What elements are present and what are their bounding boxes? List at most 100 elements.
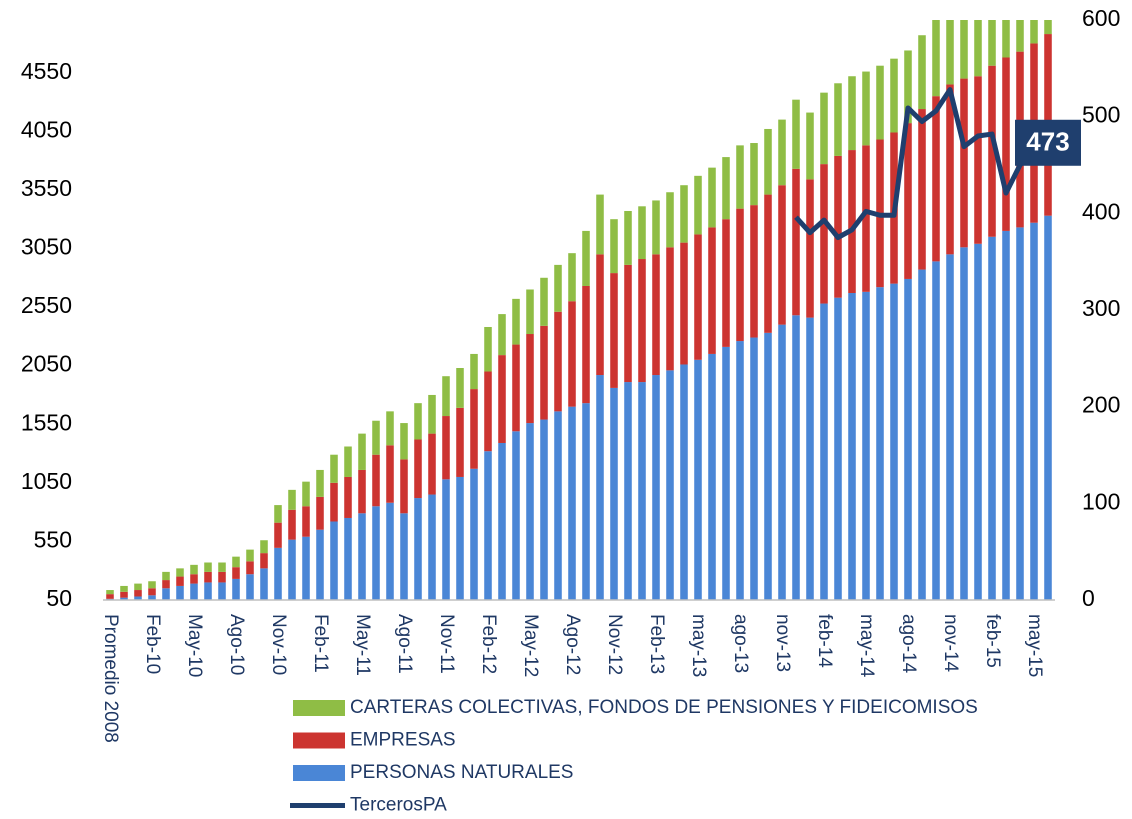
- bar-segment: [582, 403, 590, 600]
- bar-segment: [512, 431, 520, 600]
- bar-segment: [120, 597, 128, 600]
- bar-segment: [582, 230, 590, 286]
- bar-segment: [288, 509, 296, 540]
- y-tick-label: 3550: [21, 175, 72, 201]
- x-tick-label: Feb-11: [310, 614, 331, 673]
- bar-segment: [848, 293, 856, 600]
- bar-segment: [694, 175, 702, 235]
- bar-segment: [708, 353, 716, 600]
- bar-segment: [260, 540, 268, 554]
- bar-segment: [862, 145, 870, 292]
- bar-segment: [1030, 20, 1038, 44]
- bar-segment: [722, 219, 730, 347]
- bar-segment: [316, 469, 324, 497]
- bar-segment: [540, 277, 548, 326]
- bar-segment: [988, 65, 996, 237]
- bar-segment: [274, 505, 282, 523]
- x-tick-label: May-12: [520, 614, 541, 677]
- bar-segment: [834, 297, 842, 600]
- bar-segment: [246, 574, 254, 600]
- bar-segment: [708, 167, 716, 228]
- legend-label: EMPRESAS: [350, 730, 456, 751]
- bar-segment: [526, 423, 534, 600]
- bar-segment: [218, 571, 226, 583]
- bar-segment: [610, 387, 618, 600]
- bar-segment: [386, 502, 394, 600]
- bar-segment: [778, 185, 786, 325]
- bar-segment: [120, 591, 128, 598]
- bar-segment: [596, 254, 604, 376]
- bar-segment: [330, 482, 338, 522]
- bar-segment: [218, 562, 226, 572]
- bar-segment: [540, 419, 548, 600]
- bar-segment: [204, 582, 212, 600]
- bar-segment: [330, 454, 338, 483]
- x-tick-label: may-13: [688, 614, 709, 677]
- bar-segment: [428, 494, 436, 600]
- bar-segment: [638, 382, 646, 600]
- bar-segment: [960, 247, 968, 600]
- bar-segment: [722, 157, 730, 220]
- bar-segment: [148, 581, 156, 589]
- bar-segment: [470, 389, 478, 469]
- bar-segment: [148, 588, 156, 596]
- bar-segment: [204, 562, 212, 572]
- bar-segment: [624, 264, 632, 383]
- x-tick-label: Feb-12: [478, 614, 499, 674]
- bar-segment: [372, 506, 380, 600]
- y-tick-label: 1550: [21, 409, 72, 435]
- bar-segment: [148, 595, 156, 600]
- bar-segment: [134, 596, 142, 600]
- bar-segment: [918, 269, 926, 600]
- legend-label: CARTERAS COLECTIVAS, FONDOS DE PENSIONES…: [350, 697, 978, 718]
- bar-segment: [750, 205, 758, 338]
- bar-segment: [568, 301, 576, 407]
- bar-segment: [344, 517, 352, 600]
- bar-segment: [232, 578, 240, 600]
- bar-segment: [176, 568, 184, 577]
- bar-segment: [414, 403, 422, 440]
- bar-segment: [932, 20, 940, 97]
- bar-segment: [610, 273, 618, 388]
- bar-segment: [960, 78, 968, 248]
- y2-tick-label: 500: [1082, 102, 1120, 128]
- bar-segment: [876, 65, 884, 140]
- bar-segment: [414, 498, 422, 600]
- bar-segment: [554, 264, 562, 312]
- bar-segment: [274, 522, 282, 548]
- bar-segment: [204, 571, 212, 583]
- bar-segment: [302, 536, 310, 600]
- bar-segment: [918, 109, 926, 270]
- bar-segment: [708, 227, 716, 354]
- bar-segment: [596, 194, 604, 255]
- x-tick-label: May-11: [352, 614, 373, 676]
- bar-segment: [484, 371, 492, 452]
- bar-segment: [764, 128, 772, 195]
- bar-segment: [750, 143, 758, 206]
- bar-segment: [680, 364, 688, 600]
- bar-segment: [498, 314, 506, 356]
- bar-segment: [582, 285, 590, 404]
- bar-segment: [134, 583, 142, 591]
- bar-segment: [372, 454, 380, 507]
- bar-segment: [316, 496, 324, 530]
- line-series: [794, 87, 1050, 240]
- bar-segment: [568, 406, 576, 600]
- bar-segment: [904, 278, 912, 600]
- data-label-box: [1015, 119, 1081, 166]
- y2-tick-label: 100: [1082, 488, 1120, 514]
- bar-segment: [512, 298, 520, 345]
- bar-segment: [526, 289, 534, 335]
- bar-segment: [834, 83, 842, 156]
- bar-segment: [792, 99, 800, 169]
- bar-segment: [288, 489, 296, 510]
- data-label: 473: [1026, 127, 1069, 157]
- bar-segment: [470, 468, 478, 600]
- bar-segment: [106, 594, 114, 599]
- bar-segment: [652, 254, 660, 376]
- bar-segment: [792, 168, 800, 316]
- x-tick-label: Ago-10: [226, 614, 247, 675]
- bar-segment: [134, 590, 142, 597]
- bar-segment: [1016, 20, 1024, 52]
